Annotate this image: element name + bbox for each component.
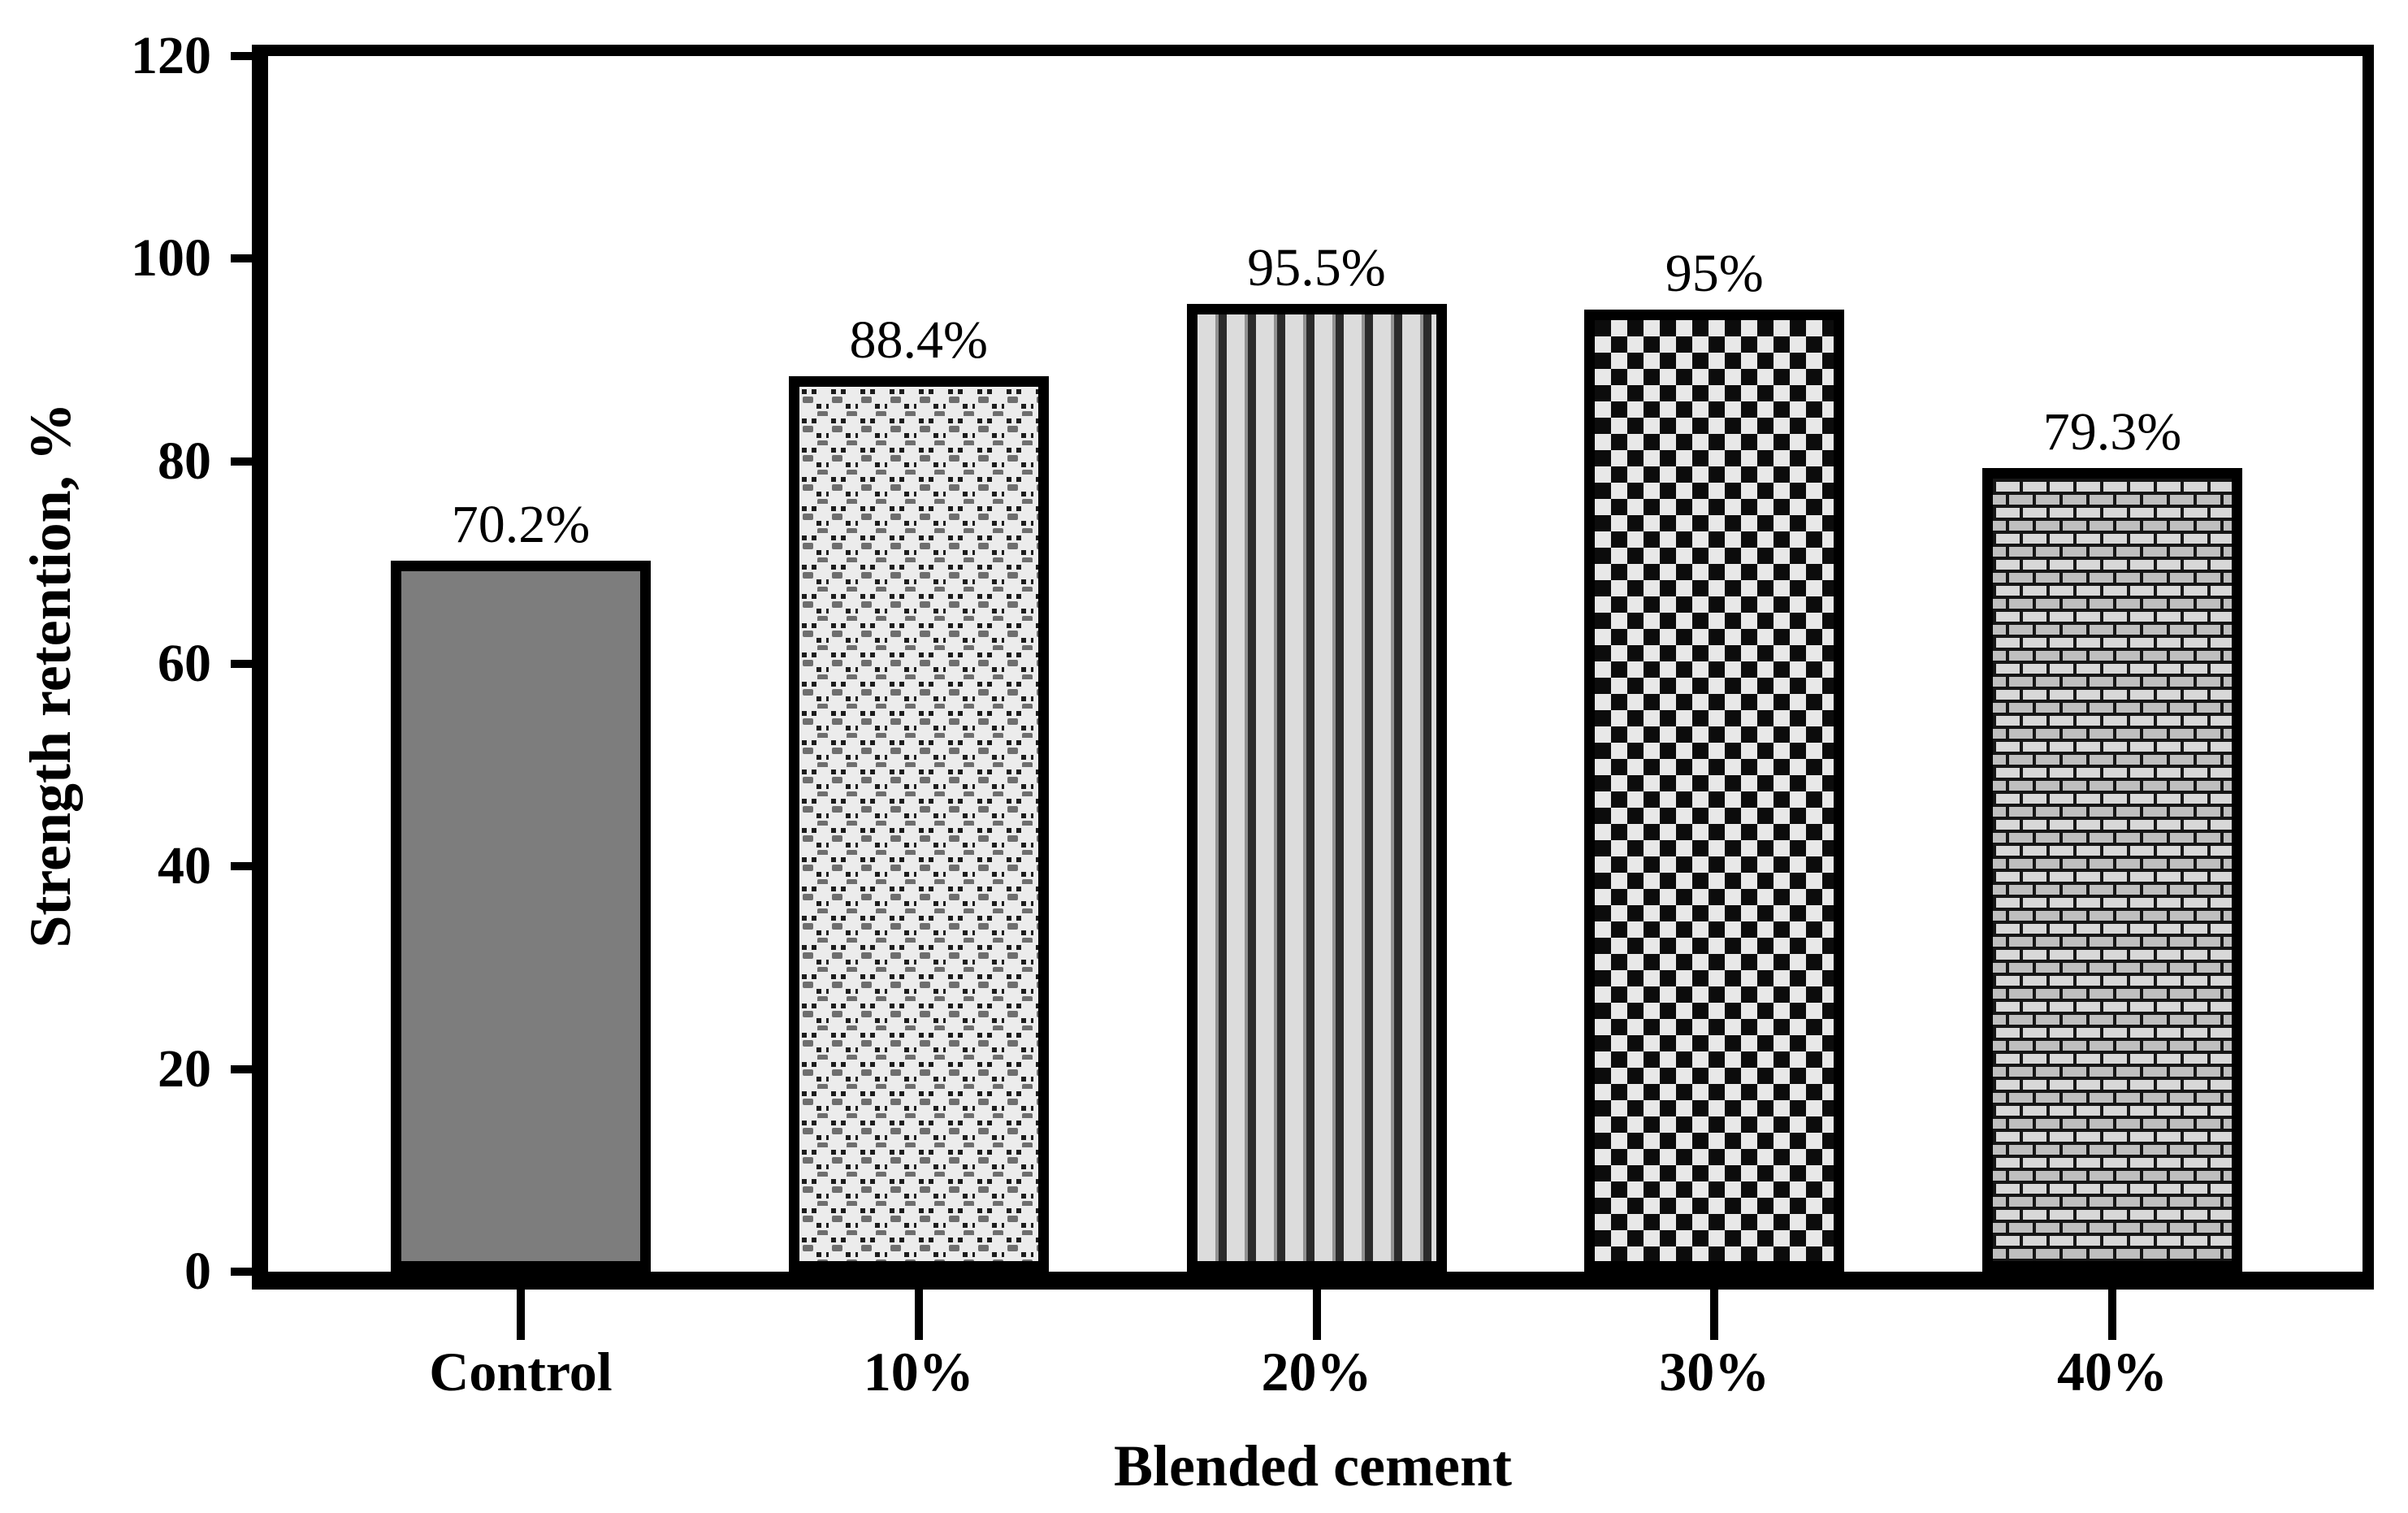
y-tick-label: 20 bbox=[158, 1038, 211, 1099]
y-tick bbox=[231, 1268, 268, 1276]
x-tick-label-40: 40% bbox=[2057, 1341, 2168, 1402]
y-tick-label: 100 bbox=[131, 228, 211, 288]
bar-value-label: 95.5% bbox=[1247, 238, 1386, 297]
y-tick bbox=[231, 660, 268, 668]
bar-control: 70.2% bbox=[391, 498, 651, 1272]
y-tick-label: 80 bbox=[158, 431, 211, 491]
y-tick bbox=[231, 1064, 268, 1073]
plot-area: 70.2% 88.4% 95.5% 95% 79.3% 120 100 80 60 40 20 0 … bbox=[131, 29, 2374, 1402]
bar-value-label: 95% bbox=[1665, 244, 1764, 303]
bar-value-label: 79.3% bbox=[2042, 402, 2182, 462]
y-tick-label: 60 bbox=[158, 634, 211, 693]
y-tick bbox=[231, 862, 268, 871]
x-axis-title: Blended cement bbox=[1114, 1433, 1512, 1498]
bar-20: 95.5% bbox=[1186, 241, 1447, 1272]
bar-value-label: 88.4% bbox=[849, 310, 988, 370]
x-tick bbox=[914, 1283, 923, 1340]
bar-30: 95% bbox=[1584, 247, 1845, 1272]
x-tick-label-30: 30% bbox=[1659, 1341, 1770, 1402]
y-tick-label: 40 bbox=[158, 836, 211, 896]
x-tick bbox=[1710, 1283, 1719, 1340]
y-tick-label: 120 bbox=[131, 26, 211, 85]
x-tick bbox=[517, 1283, 525, 1340]
y-tick bbox=[231, 254, 268, 263]
bar-value-label: 70.2% bbox=[451, 495, 591, 554]
x-tick-label-control: Control bbox=[429, 1341, 613, 1402]
y-tick bbox=[231, 52, 268, 60]
x-tick-label-20: 20% bbox=[1261, 1341, 1372, 1402]
bars-row: 70.2% 88.4% 95.5% 95% 79.3% bbox=[268, 56, 2363, 1272]
bar-40: 79.3% bbox=[1982, 405, 2242, 1272]
x-tick bbox=[2108, 1283, 2116, 1340]
bar-10: 88.4% bbox=[788, 314, 1049, 1272]
y-tick-label: 0 bbox=[184, 1242, 211, 1301]
x-tick-label-10: 10% bbox=[863, 1341, 974, 1402]
x-tick bbox=[1312, 1283, 1321, 1340]
y-tick bbox=[231, 457, 268, 466]
